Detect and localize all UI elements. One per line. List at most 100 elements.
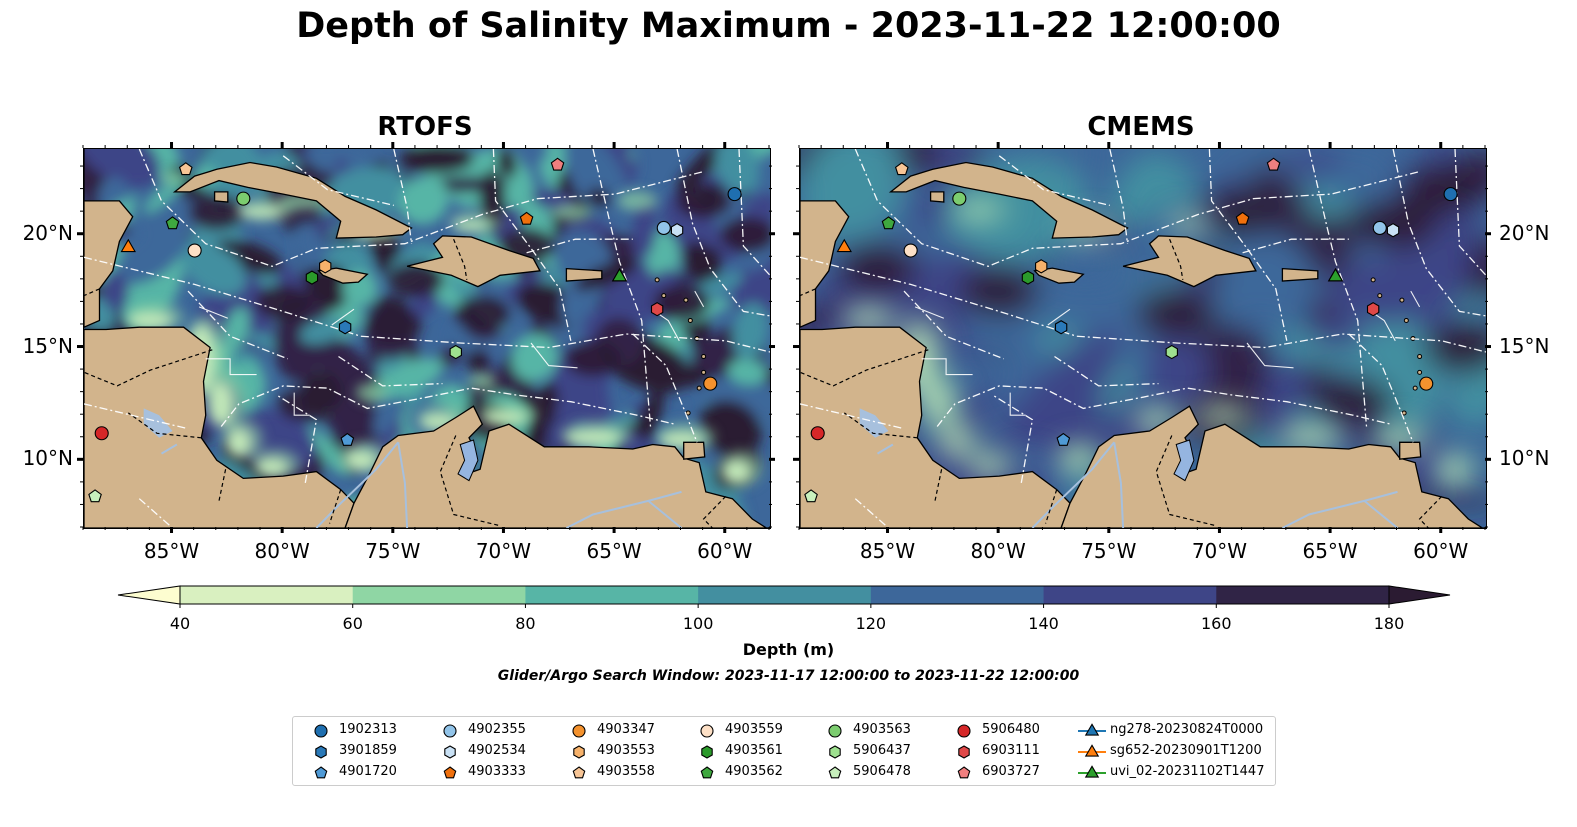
- colorbar-tick-label: 40: [169, 614, 191, 633]
- legend-marker-icon: [957, 766, 971, 779]
- lat-tick-label: 10°N: [22, 446, 73, 471]
- lon-tick-label: 65°W: [1302, 539, 1358, 563]
- land-trinidad: [1399, 441, 1422, 460]
- colorbar-tick-label: 160: [1201, 614, 1232, 633]
- legend-marker-icon: [828, 766, 842, 779]
- legend-marker-icon: [314, 724, 328, 738]
- obs-marker-4903562: [881, 216, 896, 230]
- maritime-boundaries: [84, 149, 770, 528]
- land-isla-juventud: [213, 191, 229, 203]
- legend-marker-icon: [701, 745, 713, 759]
- land-puerto-rico: [565, 267, 603, 282]
- obs-marker-3901859: [338, 320, 352, 335]
- obs-marker-4903558: [178, 162, 193, 176]
- land-hispaniola: [1122, 235, 1257, 288]
- legend-label: 5906480: [982, 722, 1040, 737]
- legend-label: 4903347: [597, 722, 655, 737]
- land-cuba: [888, 161, 1129, 239]
- lat-tick-label: 15°N: [22, 333, 73, 358]
- legend-marker-icon: [829, 745, 841, 759]
- legend-marker-icon: [828, 724, 842, 738]
- legend-label: 4903553: [597, 743, 655, 758]
- obs-marker-4903559: [187, 243, 202, 258]
- colorbar-segment: [352, 586, 526, 604]
- land-hispaniola: [406, 235, 541, 288]
- obs-marker-4901720: [340, 432, 355, 446]
- obs-marker-6903111: [650, 302, 664, 317]
- lon-tick-label: 60°W: [1413, 539, 1469, 563]
- land-jamaica: [317, 267, 369, 284]
- obs-marker-5906480: [810, 426, 825, 441]
- obs-marker-4903553: [1035, 259, 1048, 274]
- legend-label: 4903333: [468, 764, 526, 779]
- colorbar-extend-low: [117, 585, 181, 605]
- land-isla-juventud: [929, 191, 945, 203]
- obs-marker-5906478: [804, 489, 818, 503]
- legend-label: 5906478: [853, 764, 911, 779]
- obs-marker-4903553: [319, 259, 332, 274]
- obs-marker-4903347: [1419, 376, 1434, 391]
- land-masses: [84, 149, 770, 528]
- obs-marker-sg652-20230901T1200: [836, 238, 852, 253]
- lon-tick-label: 70°W: [1191, 539, 1248, 563]
- legend-marker-icon: [573, 745, 585, 759]
- lon-tick-label: 80°W: [254, 539, 310, 563]
- observation-markers: [804, 157, 1458, 503]
- legend-label: 6903111: [982, 743, 1040, 758]
- lon-tick-label: 85°W: [859, 539, 916, 563]
- map-panel-rtofs[interactable]: [83, 148, 771, 529]
- obs-marker-3901859: [1054, 320, 1068, 335]
- colorbar-label: Depth (m): [742, 640, 835, 659]
- colorbar-tick-label: 180: [1373, 614, 1405, 633]
- colorbar-tick-label: 120: [855, 614, 887, 633]
- lon-tick-label: 75°W: [1081, 539, 1137, 563]
- map-panel-cmems[interactable]: [799, 148, 1487, 529]
- obs-marker-4903333: [519, 211, 534, 225]
- legend-label: 4903562: [725, 764, 783, 779]
- legend-label: 1902313: [339, 722, 397, 737]
- obs-marker-4903347: [703, 376, 718, 391]
- obs-marker-uvi_02-20231102T1447: [611, 268, 628, 282]
- obs-marker-6903111: [1366, 302, 1380, 317]
- legend-label: 4903559: [725, 722, 783, 737]
- colorbar-segment: [1216, 586, 1390, 604]
- legend-marker-icon: [1084, 765, 1100, 778]
- legend-label: 4902355: [468, 722, 526, 737]
- panel-title-rtofs: RTOFS: [377, 112, 473, 142]
- obs-marker-4902534: [670, 223, 684, 238]
- obs-marker-1902313: [1443, 187, 1458, 202]
- legend-marker-icon: [444, 745, 456, 759]
- obs-marker-4903561: [1021, 270, 1035, 285]
- legend-marker-icon: [315, 745, 327, 759]
- obs-marker-5906478: [88, 489, 102, 503]
- lon-tick-label: 85°W: [143, 539, 200, 563]
- obs-marker-4903333: [1235, 211, 1250, 225]
- colorbar-tick-label: 140: [1028, 614, 1059, 633]
- lon-tick-label: 75°W: [365, 539, 421, 563]
- legend-marker-icon: [572, 766, 586, 779]
- obs-marker-4903558: [894, 162, 909, 176]
- legend-marker-icon: [700, 766, 714, 779]
- land-yucatan: [800, 149, 850, 328]
- legend-label: ng278-20230824T0000: [1110, 722, 1264, 737]
- land-jamaica: [1033, 267, 1085, 284]
- legend-label: 6903727: [982, 764, 1040, 779]
- obs-marker-1902313: [727, 187, 742, 202]
- legend-label: uvi_02-20231102T1447: [1110, 764, 1265, 779]
- map-svg: [800, 149, 1486, 528]
- colorbar-tick-label: 100: [682, 614, 714, 633]
- legend-label: 5906437: [853, 743, 911, 758]
- obs-marker-5906437: [1165, 344, 1178, 360]
- legend-label: 4901720: [339, 764, 397, 779]
- lon-tick-label: 80°W: [970, 539, 1026, 563]
- obs-marker-4902355: [656, 220, 671, 236]
- colorbar-extend-high: [1388, 585, 1451, 605]
- lat-tick-label: 15°N: [1499, 333, 1550, 358]
- legend-label: 4902534: [468, 743, 526, 758]
- obs-marker-4903559: [903, 243, 918, 258]
- legend-label: 4903561: [725, 743, 783, 758]
- obs-marker-4903563: [952, 191, 967, 206]
- colorbar-segment: [180, 586, 354, 604]
- lon-tick-label: 65°W: [586, 539, 642, 563]
- obs-marker-4902355: [1372, 220, 1387, 236]
